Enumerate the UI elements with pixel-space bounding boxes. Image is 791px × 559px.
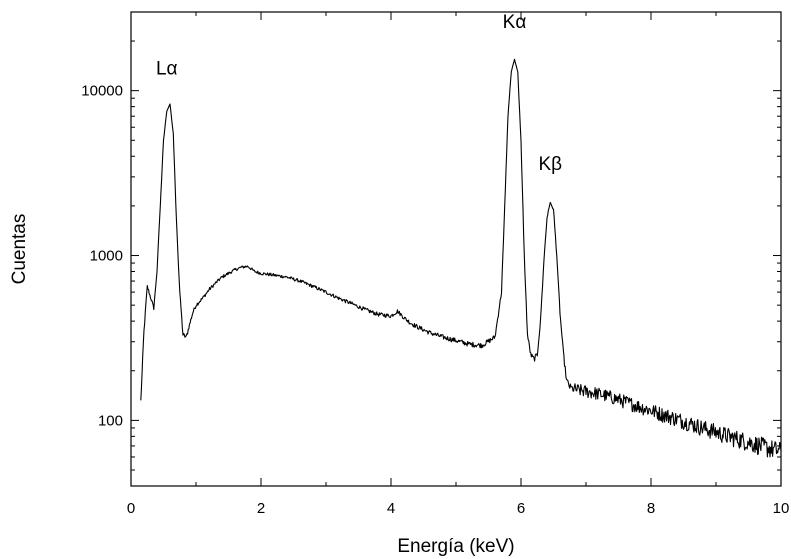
plot-frame [130,11,782,487]
x-tick-label: 0 [127,500,135,517]
x-tick-label: 6 [517,500,525,517]
x-tick-label: 10 [773,500,790,517]
x-tick-label: 4 [387,500,395,517]
y-tick-label: 10000 [81,83,123,100]
x-axis-title: Energía (keV) [397,536,514,557]
peak-label: Kβ [538,154,562,175]
y-axis-title: Cuentas [9,214,30,285]
x-tick-label: 2 [257,500,265,517]
spectrum-line [140,58,782,458]
peak-annotations: Lα Kα Kβ [156,12,562,175]
y-tick-label: 1000 [90,248,123,265]
x-tick-label: 8 [647,500,655,517]
peak-label: Lα [156,59,178,80]
plot-border [130,11,782,487]
y-tick-label: 100 [98,412,123,429]
peak-label: Kα [503,12,527,33]
axis-ticks [130,11,782,487]
axis-tick-labels: 0 2 4 6 8 10 100 1000 10000 [81,83,789,517]
